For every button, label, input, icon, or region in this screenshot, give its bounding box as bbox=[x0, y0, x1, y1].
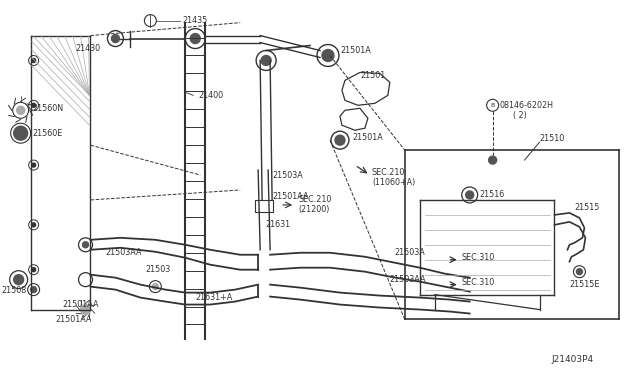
Polygon shape bbox=[342, 73, 390, 105]
Circle shape bbox=[261, 55, 271, 65]
Text: 21560E: 21560E bbox=[33, 129, 63, 138]
Text: SEC.310: SEC.310 bbox=[461, 253, 495, 262]
Text: 21501A: 21501A bbox=[340, 46, 371, 55]
Circle shape bbox=[31, 268, 36, 272]
Text: 21503AA: 21503AA bbox=[106, 248, 142, 257]
Text: 21400: 21400 bbox=[198, 91, 223, 100]
Circle shape bbox=[466, 191, 474, 199]
Text: 21516: 21516 bbox=[479, 190, 505, 199]
Text: ( 2): ( 2) bbox=[513, 111, 526, 120]
Text: 21503A: 21503A bbox=[272, 170, 303, 180]
Circle shape bbox=[13, 126, 28, 140]
Bar bbox=[255, 200, 273, 212]
Text: 21503: 21503 bbox=[145, 265, 171, 274]
Text: 08146-6202H: 08146-6202H bbox=[500, 101, 554, 110]
Text: B: B bbox=[490, 103, 495, 108]
Text: 21560N: 21560N bbox=[33, 104, 64, 113]
Circle shape bbox=[17, 106, 25, 114]
Text: 21501AA: 21501AA bbox=[56, 315, 92, 324]
Text: SEC.310: SEC.310 bbox=[461, 278, 495, 287]
Text: 21510: 21510 bbox=[540, 134, 564, 143]
Text: (11060+A): (11060+A) bbox=[372, 177, 415, 186]
Text: SEC.210: SEC.210 bbox=[372, 167, 405, 177]
Text: 21501: 21501 bbox=[360, 71, 385, 80]
Text: 21503AA: 21503AA bbox=[390, 275, 426, 284]
Text: 21435: 21435 bbox=[182, 16, 207, 25]
Text: 21430: 21430 bbox=[76, 44, 100, 53]
Text: J21403P4: J21403P4 bbox=[552, 355, 594, 364]
Circle shape bbox=[31, 163, 36, 167]
Text: 21508: 21508 bbox=[2, 286, 27, 295]
Text: 21503A: 21503A bbox=[395, 248, 426, 257]
Circle shape bbox=[190, 33, 200, 44]
Circle shape bbox=[111, 35, 120, 42]
Text: 21515E: 21515E bbox=[570, 280, 600, 289]
Circle shape bbox=[31, 103, 36, 107]
Circle shape bbox=[13, 275, 24, 285]
Text: 21631: 21631 bbox=[265, 220, 291, 230]
Circle shape bbox=[83, 242, 88, 248]
Circle shape bbox=[31, 58, 36, 62]
Text: 21515: 21515 bbox=[575, 203, 600, 212]
Circle shape bbox=[322, 49, 334, 61]
Text: 21631+A: 21631+A bbox=[195, 293, 232, 302]
Circle shape bbox=[81, 305, 90, 314]
Text: 21501A: 21501A bbox=[352, 133, 383, 142]
Text: (21200): (21200) bbox=[298, 205, 330, 214]
Circle shape bbox=[31, 223, 36, 227]
Text: SEC.210: SEC.210 bbox=[298, 195, 332, 205]
Circle shape bbox=[152, 283, 158, 290]
Polygon shape bbox=[340, 108, 368, 130]
Circle shape bbox=[488, 156, 497, 164]
Circle shape bbox=[335, 135, 345, 145]
Circle shape bbox=[31, 286, 36, 293]
Text: 21501AA: 21501AA bbox=[272, 192, 308, 202]
Text: 21501AA: 21501AA bbox=[63, 300, 99, 309]
Circle shape bbox=[577, 269, 582, 275]
